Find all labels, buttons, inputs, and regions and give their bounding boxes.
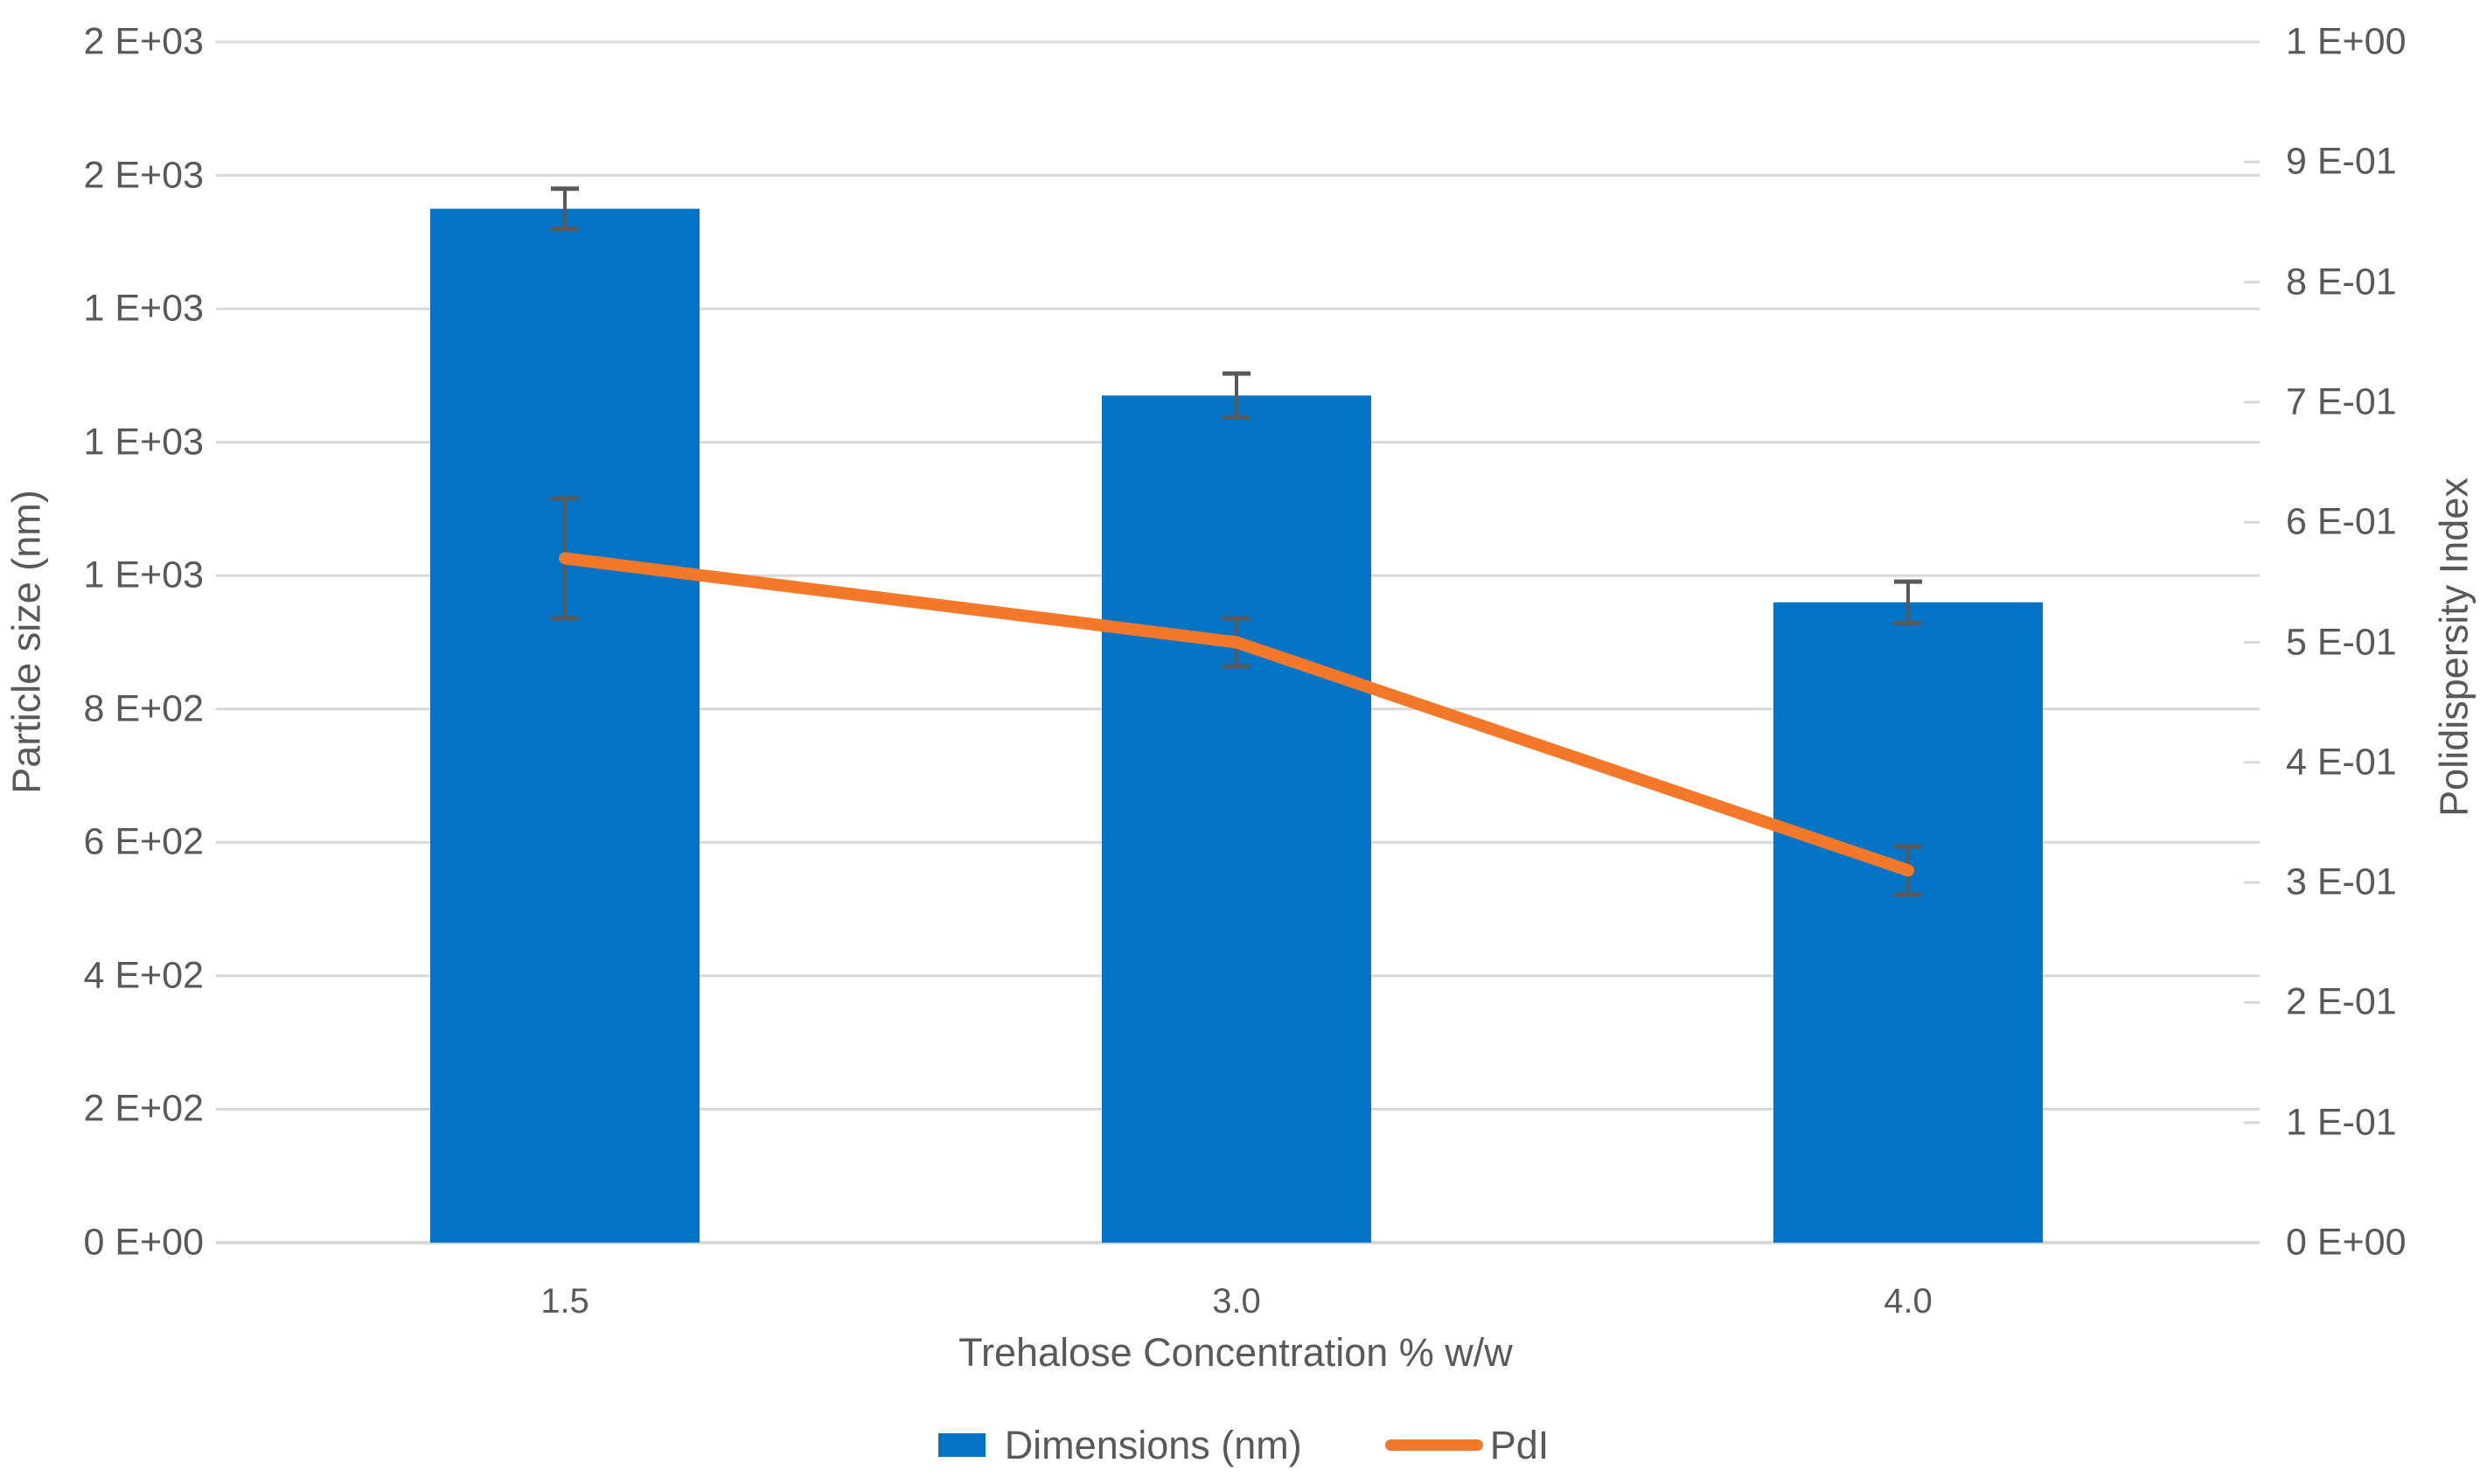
left-axis-tick-label: 6 E+02 — [83, 820, 204, 863]
right-axis-tick-label: 2 E-01 — [2286, 980, 2397, 1023]
right-axis-tick-label: 0 E+00 — [2286, 1221, 2407, 1264]
bar — [430, 208, 700, 1243]
legend-label-dimensions: Dimensions (nm) — [1004, 1422, 1302, 1467]
bar — [1773, 602, 2043, 1243]
left-axis-tick-label: 8 E+02 — [83, 687, 204, 730]
left-axis-tick-label: 1 E+03 — [83, 554, 204, 596]
right-axis-tick-label: 6 E-01 — [2286, 500, 2397, 543]
x-axis-title: Trehalose Concentration % w/w — [958, 1330, 1513, 1375]
right-axis-tick-label: 1 E+00 — [2286, 20, 2407, 63]
left-axis-tick-label: 0 E+00 — [83, 1221, 204, 1264]
right-axis-tick-label: 8 E-01 — [2286, 261, 2397, 303]
right-axis-tick-label: 4 E-01 — [2286, 741, 2397, 784]
x-axis-category-label: 4.0 — [1884, 1282, 1933, 1320]
legend-line-swatch-icon — [1384, 1439, 1483, 1451]
bar — [1102, 395, 1371, 1243]
x-axis-category-label: 3.0 — [1212, 1282, 1261, 1320]
legend-label-pdi: PdI — [1489, 1422, 1550, 1467]
right-axis-tick-label: 3 E-01 — [2286, 860, 2397, 903]
right-axis-tick-label: 1 E-01 — [2286, 1101, 2397, 1144]
left-axis-tick-label: 2 E+02 — [83, 1087, 204, 1130]
left-axis-tick-label: 1 E+03 — [83, 287, 204, 330]
right-axis-tick-label: 7 E-01 — [2286, 380, 2397, 423]
left-axis-tick-label: 1 E+03 — [83, 421, 204, 463]
right-axis-title: Polidispersity Index — [2431, 477, 2477, 817]
right-axis-tick-label: 5 E-01 — [2286, 621, 2397, 663]
left-axis-title: Particle size (nm) — [3, 490, 49, 794]
right-axis-tick-label: 9 E-01 — [2286, 140, 2397, 183]
left-axis-tick-label: 4 E+02 — [83, 954, 204, 997]
left-axis-tick-label: 2 E+03 — [83, 154, 204, 197]
x-axis-category-label: 1.5 — [540, 1282, 589, 1320]
pdi-line — [559, 552, 1914, 877]
left-axis-tick-label: 2 E+03 — [83, 20, 204, 63]
legend-bar-swatch-icon — [937, 1432, 986, 1457]
legend: Dimensions (nm) PdI — [0, 1418, 2487, 1471]
